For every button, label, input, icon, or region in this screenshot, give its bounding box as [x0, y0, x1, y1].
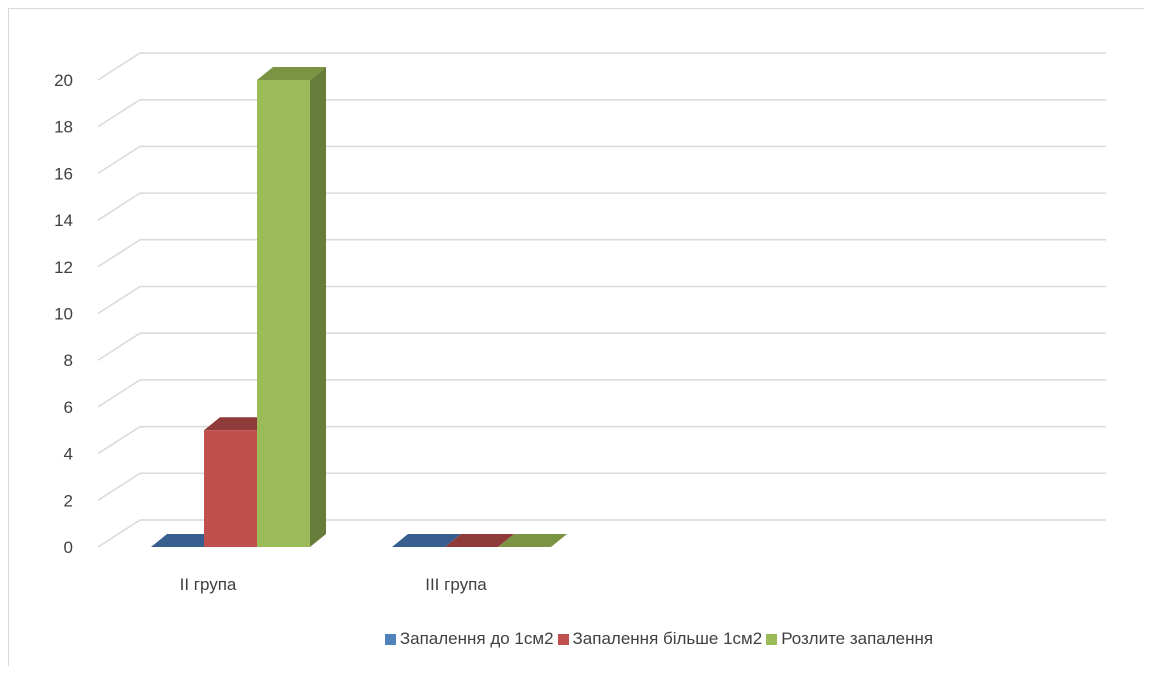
- legend-item-series-2: Запалення більше 1см2: [557, 629, 763, 649]
- legend-swatch-series-2: [557, 633, 569, 645]
- legend: Запалення до 1см2 Запалення більше 1см2 …: [0, 629, 1153, 649]
- y-tick-label-0: 0: [64, 538, 73, 557]
- bar-top-2-1: [392, 534, 461, 547]
- bar-1-3: [257, 80, 310, 547]
- gridline-diag-1: [97, 472, 141, 501]
- bar-top-1-1: [151, 534, 220, 547]
- y-tick-label-3: 6: [64, 398, 73, 417]
- chart-frame: [8, 8, 1144, 666]
- gridline-diag-7: [97, 192, 141, 221]
- y-tick-label-1: 2: [64, 491, 73, 510]
- gridline-diag-5: [97, 285, 141, 315]
- legend-swatch-series-3: [766, 633, 778, 645]
- gridline-diag-8: [97, 145, 141, 175]
- y-tick-label-7: 14: [54, 211, 73, 230]
- legend-item-series-1: Запалення до 1см2: [384, 629, 554, 649]
- bar-side-1-3: [310, 67, 326, 547]
- y-tick-label-10: 20: [54, 71, 73, 90]
- legend-label-series-3: Розлите запалення: [781, 629, 934, 648]
- y-tick-label-9: 18: [54, 118, 73, 137]
- y-tick-label-2: 4: [64, 445, 73, 464]
- legend-swatch-series-1: [384, 633, 396, 645]
- legend-label-series-2: Запалення більше 1см2: [572, 629, 763, 648]
- legend-item-series-3: Розлите запалення: [766, 629, 933, 649]
- bar-top-2-3: [498, 534, 567, 547]
- y-tick-label-8: 16: [54, 164, 73, 183]
- gridline-diag-6: [97, 239, 141, 268]
- gridline-diag-2: [97, 425, 141, 455]
- y-tick-label-6: 12: [54, 258, 73, 277]
- y-tick-label-5: 10: [54, 305, 73, 324]
- bar-top-1-2: [204, 417, 273, 431]
- x-tick-label-1: II група: [180, 575, 237, 594]
- gridline-diag-9: [97, 99, 141, 128]
- x-tick-label-2: III група: [425, 575, 487, 594]
- bar-1-2: [204, 430, 257, 547]
- bar-top-1-3: [257, 67, 326, 80]
- gridline-diag-3: [97, 379, 141, 408]
- gridline-diag-10: [97, 52, 141, 81]
- legend-label-series-1: Запалення до 1см2: [399, 629, 554, 648]
- bar-top-2-2: [445, 534, 514, 547]
- y-tick-label-4: 8: [64, 351, 73, 370]
- gridline-diag-0: [97, 519, 141, 548]
- gridline-diag-4: [97, 332, 141, 361]
